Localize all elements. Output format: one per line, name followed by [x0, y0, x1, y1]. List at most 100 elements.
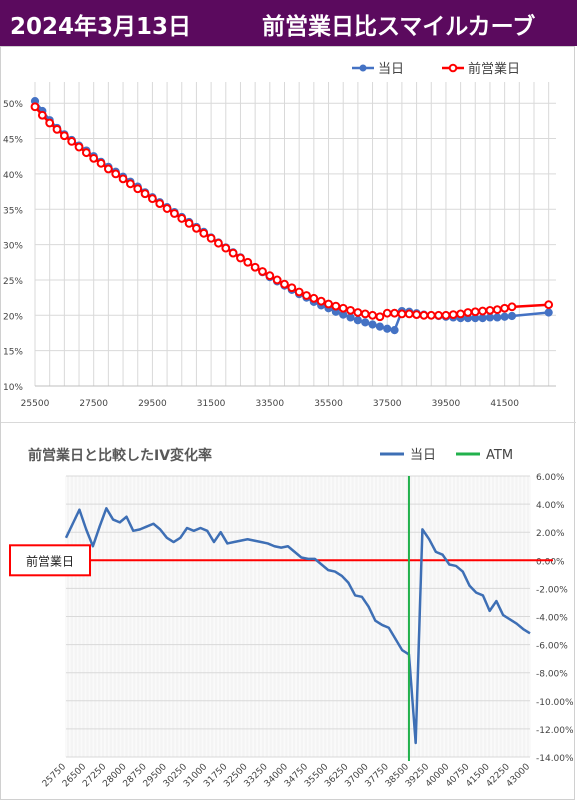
data-point-previous: [287, 283, 297, 293]
x-tick-label: 25500: [21, 399, 50, 409]
data-point-previous: [67, 136, 77, 146]
chart-separator: [1, 422, 576, 423]
data-point-current: [353, 316, 362, 325]
y-tick-label: -6.00%: [536, 642, 568, 652]
y-tick-label: 15%: [3, 348, 23, 358]
y-tick-label: 30%: [3, 242, 23, 252]
data-point-previous: [441, 310, 451, 320]
report-date: 2024年3月13日: [10, 14, 192, 40]
data-point-previous: [140, 189, 150, 199]
x-tick-label: 29500: [138, 399, 167, 409]
y-tick-label: 40%: [3, 171, 23, 181]
data-point-previous: [397, 309, 407, 319]
data-point-previous: [272, 275, 282, 285]
data-point-previous: [59, 131, 69, 141]
smile-curve-chart: 10% 15% 20% 25% 30% 35% 40% 45% 50% 25500 27500 295…: [3, 61, 556, 409]
data-point-previous: [426, 310, 436, 320]
data-point-previous: [331, 301, 341, 311]
y-tick-label: 20%: [3, 312, 23, 322]
data-point-current: [346, 313, 355, 322]
y-tick-label: 35%: [3, 206, 23, 216]
data-point-previous: [404, 309, 414, 319]
data-point-previous: [96, 158, 106, 168]
data-point-previous: [103, 164, 113, 174]
data-point-previous: [316, 296, 326, 306]
y-tick-label: 50%: [3, 100, 23, 110]
header-bar: 2024年3月13日 前営業日比スマイルカーブ: [0, 0, 577, 46]
baseline-label-box: [9, 544, 91, 577]
legend-marker-current: [359, 64, 367, 72]
data-point-previous: [192, 223, 201, 233]
data-point-previous: [544, 300, 554, 310]
legend-label-current: 当日: [378, 62, 404, 77]
data-point-previous: [118, 174, 128, 184]
data-point-current: [375, 322, 384, 331]
data-point-previous: [206, 233, 216, 243]
data-point-previous: [434, 310, 443, 320]
data-point-previous: [170, 209, 179, 218]
legend-marker-previous: [448, 63, 458, 73]
data-point-previous: [360, 309, 370, 319]
data-point-current: [544, 308, 553, 317]
data-point-previous: [382, 308, 392, 318]
y-tick-label: 2.00%: [536, 529, 565, 539]
data-point-current: [493, 313, 502, 322]
x-tick-label: 31500: [197, 399, 226, 409]
data-point-previous: [221, 243, 231, 253]
data-point-previous: [214, 238, 223, 248]
y-tick-label: -8.00%: [536, 670, 568, 680]
data-point-previous: [338, 303, 348, 313]
legend-label-iv-change: 当日: [410, 448, 436, 463]
data-point-current: [478, 314, 487, 323]
data-point-previous: [390, 308, 399, 318]
data-point-previous: [184, 218, 194, 228]
data-point-previous: [133, 184, 143, 194]
data-point-current: [485, 313, 495, 322]
chart-title: 前営業日と比較したIV変化率: [28, 447, 212, 464]
data-point-current: [500, 312, 509, 321]
data-point-previous: [500, 303, 510, 313]
data-point-previous: [265, 271, 275, 281]
data-point-previous: [148, 194, 157, 204]
iv-change-chart: 前営業日と比較したIV変化率 6.00% 4.00% 2.00% 0.00% -2.00%…: [9, 447, 574, 790]
data-point-previous: [346, 305, 355, 315]
data-point-current: [361, 318, 370, 327]
data-point-previous: [375, 312, 385, 322]
data-point-previous: [74, 142, 84, 152]
data-point-previous: [81, 148, 91, 158]
legend-label-previous: 前営業日: [468, 61, 520, 77]
data-point-previous: [485, 305, 495, 315]
series-line-current: [33, 100, 549, 332]
legend-label-atm: ATM: [486, 448, 513, 463]
data-point-previous: [45, 118, 55, 128]
y-tick-label: 45%: [3, 136, 23, 146]
y-tick-label: 0.00%: [536, 557, 565, 567]
data-point-previous: [353, 308, 363, 317]
data-point-previous: [125, 179, 135, 189]
data-point-previous: [448, 310, 458, 319]
data-point-previous: [294, 287, 304, 297]
series-line-iv-change: [64, 507, 531, 745]
data-point-previous: [412, 310, 421, 319]
data-point-previous: [419, 310, 429, 320]
data-point-previous: [155, 199, 165, 209]
data-point-previous: [37, 110, 47, 120]
data-point-previous: [52, 124, 62, 134]
y-tick-label: -10.00%: [536, 698, 574, 708]
data-point-previous: [368, 310, 377, 320]
baseline-label: 前営業日: [26, 553, 74, 568]
data-point-previous: [463, 308, 473, 317]
y-tick-label: 25%: [3, 277, 23, 287]
data-point-current: [507, 311, 517, 321]
x-tick-label: 43000: [505, 762, 533, 790]
data-point-previous: [89, 153, 99, 163]
y-tick-label: -2.00%: [536, 585, 568, 595]
y-tick-label: -12.00%: [536, 726, 574, 736]
data-point-previous: [280, 279, 289, 289]
y-tick-label: 6.00%: [536, 473, 565, 483]
y-tick-label: -14.00%: [536, 754, 574, 764]
data-point-previous: [250, 262, 260, 272]
data-point-previous: [30, 102, 40, 112]
data-point-previous: [302, 291, 311, 300]
data-point-previous: [507, 302, 517, 312]
